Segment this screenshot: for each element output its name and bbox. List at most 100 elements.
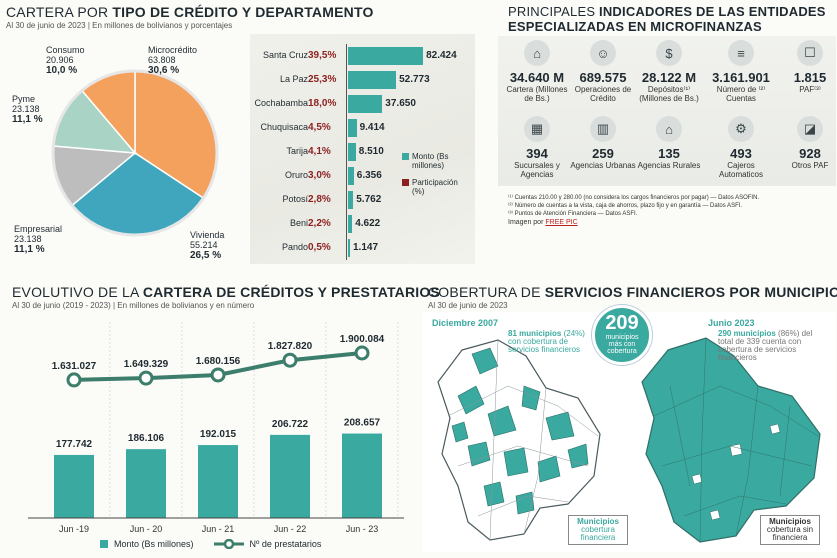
dept-value: 1.147 [353,242,379,253]
dept-value: 4.622 [355,218,381,229]
legend-swatch-participacion [402,179,409,186]
legend-line-marker-icon [213,539,244,549]
indicator-value: 493 [730,146,752,161]
dept-participation: 39,5% [308,50,337,61]
indicator-label: Cajeros Automaticos [718,161,764,179]
evo-line-label: 1.680.156 [196,356,241,367]
rural-icon: ⌂ [656,116,682,142]
evo-x-tick: Jun - 20 [130,524,163,534]
legend-swatch-monto [402,153,409,160]
pie-label-empresarial: Empresarial 23.138 11,1 % [14,224,63,255]
dept-participation: 2,2% [308,218,331,229]
indicator-label: Operaciones de Crédito [574,85,632,103]
deposit-icon: $ [656,40,682,66]
evo-bar-label: 186.106 [128,433,165,444]
dept-bar [348,47,424,65]
credit-type-pie-chart [51,69,219,237]
evo-line-point [354,345,370,361]
evo-x-tick: Jun - 22 [274,524,307,534]
indicator-label: Número de ⁽²⁾ Cuentas [716,85,766,103]
evo-bar-label: 208.657 [344,418,381,429]
map-left-note: 81 municipios (24%) con cobertura de ser… [508,329,585,354]
credit-section-subtitle: Al 30 de junio de 2023 | En millones de … [6,21,233,30]
dept-row-beni: Beni 2,2% 4.622 [240,212,480,236]
dept-value: 6.356 [356,170,382,181]
dept-bar [348,71,397,89]
legend-without-coverage: Municipios cobertura sin financiera [760,515,820,545]
evo-line-label: 1.827.820 [268,341,313,352]
dept-legend: Monto (Bs millones) Participación (%) [402,152,472,196]
dept-row-tarija: Tarija 4,1% 8.510 [240,140,480,164]
evo-line-point [138,370,154,386]
coverage-section-subtitle: Al 30 de junio de 2023 [428,301,508,310]
accounts-icon: ≡ [728,40,754,66]
evo-bar-label: 177.742 [56,439,93,450]
note-3: ⁽³⁾ Puntos de Atención Financiera — Dato… [508,211,638,217]
indicator-urban: ▥ 259 Agencias Urbanas [570,116,636,170]
dept-bar [348,191,354,209]
dept-axis-line [346,236,347,260]
pie-label-vivienda: Vivienda 55.214 26,5 % [190,230,225,261]
indicator-accounts: ≡ 3.161.901 Número de ⁽²⁾ Cuentas [708,40,774,103]
evo-x-tick: Jun - 23 [346,524,379,534]
indicator-label: Depósitos⁽¹⁾ (Millones de Bs.) [639,85,699,103]
evo-bar [270,434,310,518]
center-badge-number: 209 [605,312,639,334]
legend-with-coverage: Municipios cobertura financiera [568,515,628,545]
evolution-combo-chart: 177.742 Jun -19 186.106 Jun - 20 192.015 Jun … [28,322,404,534]
paf-icon: ☐ [797,40,823,66]
dept-value: 82.424 [426,50,457,61]
indicator-label: Agencias Urbanas [570,161,636,170]
map-left-year: Diciembre 2007 [432,318,499,328]
dept-name: Cochabamba [254,98,308,108]
bank-icon: ⌂ [524,40,550,66]
dept-axis-line [346,68,347,92]
bolivia-outline-2023 [641,337,821,543]
evo-line-label: 1.900.084 [340,334,385,345]
dept-row-santacruz: Santa Cruz 39,5% 82.424 [240,44,480,68]
other-paf-icon: ◪ [797,116,823,142]
dept-bar [348,143,356,161]
evo-bar-label: 192.015 [200,429,237,440]
legend-label-evo-monto: Monto (Bs millones) [114,539,194,549]
evo-bar-label: 206.722 [272,419,309,430]
dept-name: La Paz [279,74,308,84]
dept-name: Santa Cruz [262,50,308,60]
evolution-legend: Monto (Bs millones) Nº de prestatarios [100,539,321,549]
evolution-section-title: EVOLUTIVO DE LA CARTERA DE CRÉDITOS Y PR… [12,284,441,300]
note-2: ⁽²⁾ Número de cuentas a la vista, caja d… [508,203,743,209]
indicator-value: 1.815 [793,70,827,85]
indicator-other-paf: ◪ 928 Otros PAF [786,116,834,170]
evo-line-point [282,352,298,368]
note-1: ⁽¹⁾ Cuentas 210.00 y 280.00 (no consider… [508,195,760,201]
dept-axis-line [346,212,347,236]
map-right-note: 290 municipios (86%) del total de 339 cu… [718,329,813,362]
indicator-label: Cartera (Millones de Bs.) [506,85,568,103]
indicator-notes: ⁽¹⁾ Cuentas 210.00 y 280.00 (no consider… [508,194,759,227]
uncovered-municipios-2023 [691,423,781,521]
dept-bar [348,239,350,257]
image-credit: Imagen por FREE PIC [508,219,578,226]
municipio-borders-2007 [447,339,599,541]
dept-participation: 3,0% [308,170,331,181]
indicator-value: 689.575 [579,70,627,85]
freepic-link[interactable]: FREE PIC [545,219,578,226]
dept-axis-line [346,116,347,140]
indicator-value: 928 [799,146,821,161]
indicator-value: 3.161.901 [712,70,770,85]
dept-axis-line [346,92,347,116]
legend-label-evo-prestatarios: Nº de prestatarios [249,539,322,549]
bolivia-outline-2007 [437,339,601,541]
evolution-section-subtitle: Al 30 de junio (2019 - 2023) | En millon… [12,301,255,310]
dept-participation: 4,5% [308,122,331,133]
pie-label-pyme: Pyme 23.138 11,1 % [12,94,43,125]
indicator-deposit: $28.122 M Depósitos⁽¹⁾ (Millones de Bs.) [636,40,702,103]
dept-name: Chuquisaca [260,122,308,132]
municipio-borders-2023 [653,337,819,543]
bolivia-map-2023 [641,337,821,543]
branch-icon: ▦ [524,116,550,142]
indicator-label: PAF⁽³⁾ [799,85,821,94]
dept-participation: 4,1% [308,146,331,157]
indicator-value: 394 [526,146,548,161]
indicator-value: 135 [658,146,680,161]
